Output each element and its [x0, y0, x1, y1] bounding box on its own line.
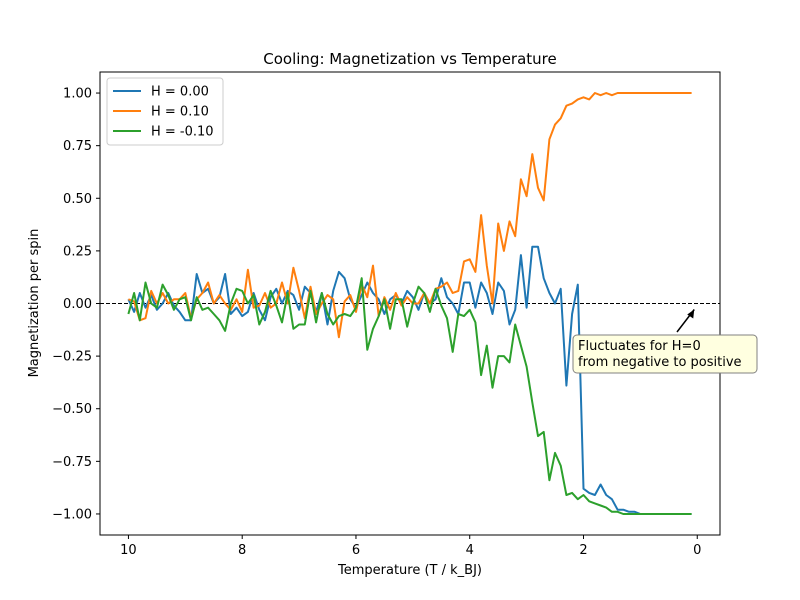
y-tick-label: 1.00: [63, 87, 92, 102]
x-tick-label: 0: [693, 543, 701, 558]
y-axis: 1.00 0.75 0.50 0.25 0.00 −0.25 −0.50 −0.75 −1.00: [52, 87, 100, 522]
series-line-0: [127, 245, 692, 515]
legend: H = 0.00 H = 0.10 H = -0.10: [106, 77, 224, 146]
y-tick-label: 0.75: [63, 139, 92, 154]
annotation-arrow-head: [687, 309, 695, 319]
x-axis: 10 8 6 4 2 0: [120, 535, 701, 558]
y-tick-label: 0.50: [63, 192, 92, 207]
x-tick-label: 4: [466, 543, 474, 558]
series-line-1: [128, 92, 692, 339]
y-tick-label: −0.75: [52, 455, 92, 470]
x-tick-label: 10: [120, 543, 137, 558]
y-tick-label: −0.50: [52, 402, 92, 417]
x-tick-label: 8: [238, 543, 246, 558]
x-axis-label: Temperature (T / k_BJ): [337, 563, 482, 578]
y-axis-label: Magnetization per spin: [27, 229, 42, 378]
series-line-2: [127, 277, 692, 515]
annotation-text: Fluctuates for H=0: [578, 339, 701, 354]
y-tick-label: −0.25: [52, 350, 92, 365]
y-tick-label: 0.25: [63, 244, 92, 259]
legend-box: [106, 77, 224, 146]
plot-area: [100, 92, 720, 515]
y-tick-label: −1.00: [52, 507, 92, 522]
legend-label-0: H = 0.00: [151, 85, 209, 100]
annotation-text: from negative to positive: [578, 355, 742, 370]
chart-title: Cooling: Magnetization vs Temperature: [263, 50, 557, 68]
x-tick-label: 6: [352, 543, 360, 558]
legend-label-2: H = -0.10: [151, 125, 214, 140]
legend-label-1: H = 0.10: [151, 105, 209, 120]
y-tick-label: 0.00: [63, 297, 92, 312]
x-tick-label: 2: [579, 543, 587, 558]
annotation-box: [572, 334, 758, 374]
